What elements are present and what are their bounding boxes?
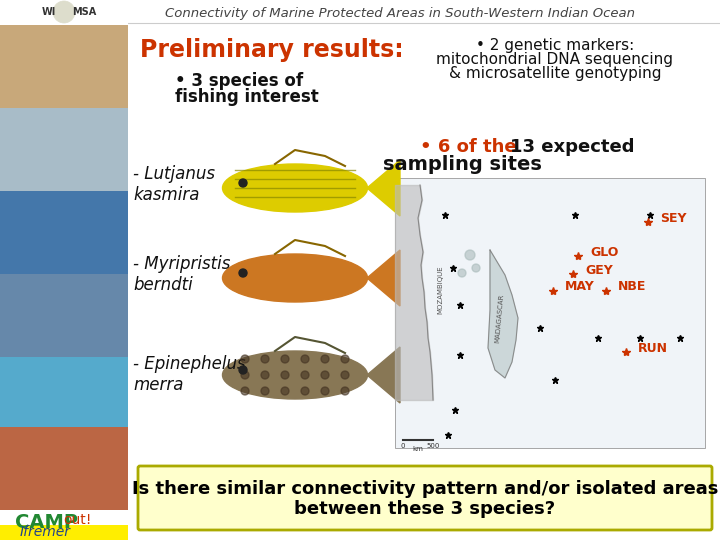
- Circle shape: [241, 355, 249, 363]
- Circle shape: [321, 371, 329, 379]
- Text: 500: 500: [426, 443, 440, 449]
- Text: 0: 0: [401, 443, 405, 449]
- Text: GEY: GEY: [585, 264, 613, 276]
- Polygon shape: [488, 250, 518, 378]
- Text: SEY: SEY: [660, 212, 686, 225]
- Bar: [0, 525, 128, 540]
- Ellipse shape: [222, 164, 367, 212]
- Text: mitochondrial DNA sequencing: mitochondrial DNA sequencing: [436, 52, 673, 67]
- Circle shape: [472, 264, 480, 272]
- Text: out!: out!: [63, 513, 91, 527]
- Circle shape: [239, 269, 247, 277]
- Circle shape: [261, 355, 269, 363]
- Text: NBE: NBE: [618, 280, 647, 294]
- FancyBboxPatch shape: [138, 466, 712, 530]
- Circle shape: [241, 371, 249, 379]
- Text: MSA: MSA: [72, 7, 96, 17]
- Circle shape: [465, 250, 475, 260]
- Circle shape: [301, 355, 309, 363]
- Text: MADAGASCAR: MADAGASCAR: [495, 293, 505, 343]
- Text: CAMP: CAMP: [15, 513, 78, 532]
- Circle shape: [241, 387, 249, 395]
- Circle shape: [261, 387, 269, 395]
- Circle shape: [239, 179, 247, 187]
- Ellipse shape: [222, 254, 367, 302]
- Text: RUN: RUN: [638, 341, 668, 354]
- Circle shape: [301, 387, 309, 395]
- Text: • 3 species of: • 3 species of: [175, 72, 303, 90]
- Text: MOZAMBIQUE: MOZAMBIQUE: [437, 266, 443, 314]
- Text: - Myripristis
berndti: - Myripristis berndti: [133, 255, 230, 294]
- Bar: [0, 510, 128, 540]
- Text: & microsatellite genotyping: & microsatellite genotyping: [449, 66, 661, 81]
- Text: sampling sites: sampling sites: [382, 155, 541, 174]
- Circle shape: [261, 371, 269, 379]
- Bar: [0, 25, 128, 108]
- Text: WI: WI: [42, 7, 56, 17]
- Text: km: km: [413, 446, 423, 452]
- Text: • 6 of the: • 6 of the: [420, 138, 523, 156]
- Text: 13 expected: 13 expected: [510, 138, 634, 156]
- Bar: [0, 191, 128, 274]
- Circle shape: [301, 371, 309, 379]
- Text: GLO: GLO: [590, 246, 618, 259]
- Circle shape: [281, 387, 289, 395]
- Text: • 2 genetic markers:: • 2 genetic markers:: [476, 38, 634, 53]
- Text: Ifremer: Ifremer: [20, 525, 71, 539]
- Polygon shape: [367, 347, 400, 403]
- Circle shape: [341, 387, 349, 395]
- Bar: [0, 357, 128, 440]
- Circle shape: [321, 355, 329, 363]
- Circle shape: [341, 355, 349, 363]
- Circle shape: [321, 387, 329, 395]
- Bar: [128, 23, 720, 513]
- Polygon shape: [367, 250, 400, 306]
- Bar: [0, 427, 128, 510]
- Text: - Lutjanus
kasmira: - Lutjanus kasmira: [133, 165, 215, 204]
- Circle shape: [281, 355, 289, 363]
- Bar: [395, 178, 705, 448]
- Text: MAY: MAY: [565, 280, 595, 294]
- Text: Preliminary results:: Preliminary results:: [140, 38, 404, 62]
- Circle shape: [239, 366, 247, 374]
- Bar: [0, 0, 128, 25]
- Bar: [0, 274, 128, 357]
- Circle shape: [341, 371, 349, 379]
- Ellipse shape: [222, 351, 367, 399]
- Bar: [0, 108, 128, 191]
- Circle shape: [281, 371, 289, 379]
- Text: Is there similar connectivity pattern and/or isolated areas
between these 3 spec: Is there similar connectivity pattern an…: [132, 480, 718, 518]
- Text: fishing interest: fishing interest: [175, 88, 319, 106]
- Circle shape: [458, 269, 466, 277]
- Text: - Epinephelus
merra: - Epinephelus merra: [133, 355, 246, 394]
- Circle shape: [53, 1, 75, 23]
- Text: Connectivity of Marine Protected Areas in South-Western Indian Ocean: Connectivity of Marine Protected Areas i…: [165, 6, 635, 19]
- Polygon shape: [367, 160, 400, 216]
